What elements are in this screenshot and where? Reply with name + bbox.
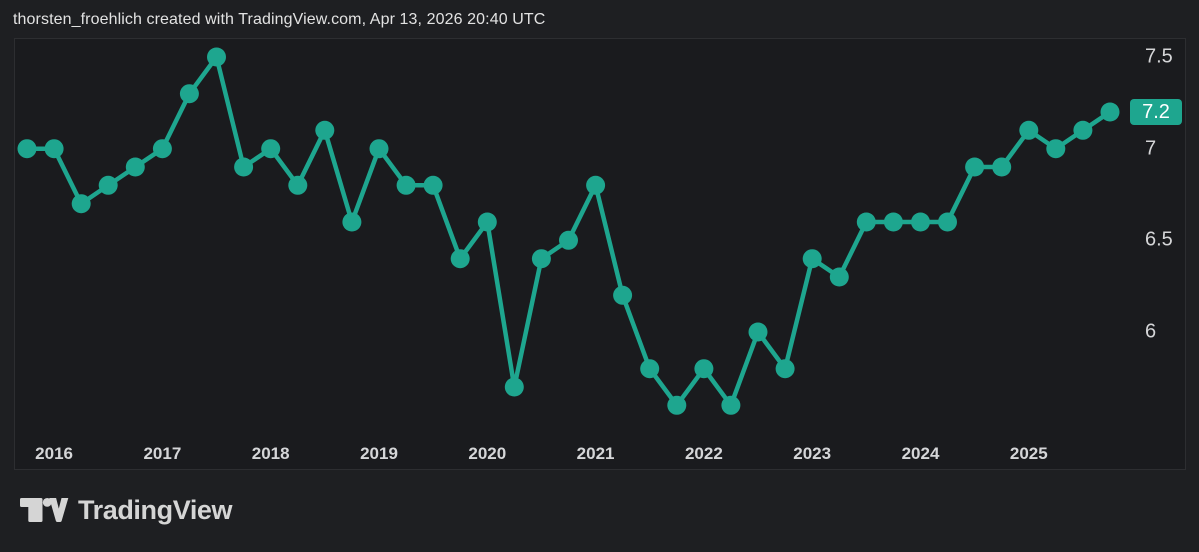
attribution-text: thorsten_froehlich created with TradingV… (13, 11, 546, 28)
price-axis-label: 7 (1145, 137, 1157, 160)
last-price-value: 7.2 (1142, 101, 1170, 123)
time-axis-label: 2021 (576, 444, 615, 463)
tradingview-logo-text: TradingView (78, 495, 233, 525)
time-axis-label: 2020 (468, 444, 507, 463)
last-price-badge: 7.2 (1130, 99, 1182, 125)
time-axis-label: 2022 (684, 444, 723, 463)
price-axis-label: 6.5 (1145, 228, 1173, 251)
time-axis-label: 2024 (901, 444, 940, 463)
time-axis-label: 2018 (251, 444, 290, 463)
time-axis-label: 2017 (143, 444, 182, 463)
tradingview-logo-icon (20, 498, 69, 522)
time-axis-label: 2019 (360, 444, 398, 463)
price-axis-label: 6 (1145, 320, 1157, 343)
time-axis-label: 2023 (793, 444, 832, 463)
price-axis-label: 7.5 (1145, 45, 1173, 68)
chart-pane[interactable] (14, 38, 1186, 470)
time-axis-label: 2016 (35, 444, 74, 463)
time-axis-label: 2025 (1009, 444, 1048, 463)
tradingview-logo[interactable]: TradingView (20, 495, 233, 525)
